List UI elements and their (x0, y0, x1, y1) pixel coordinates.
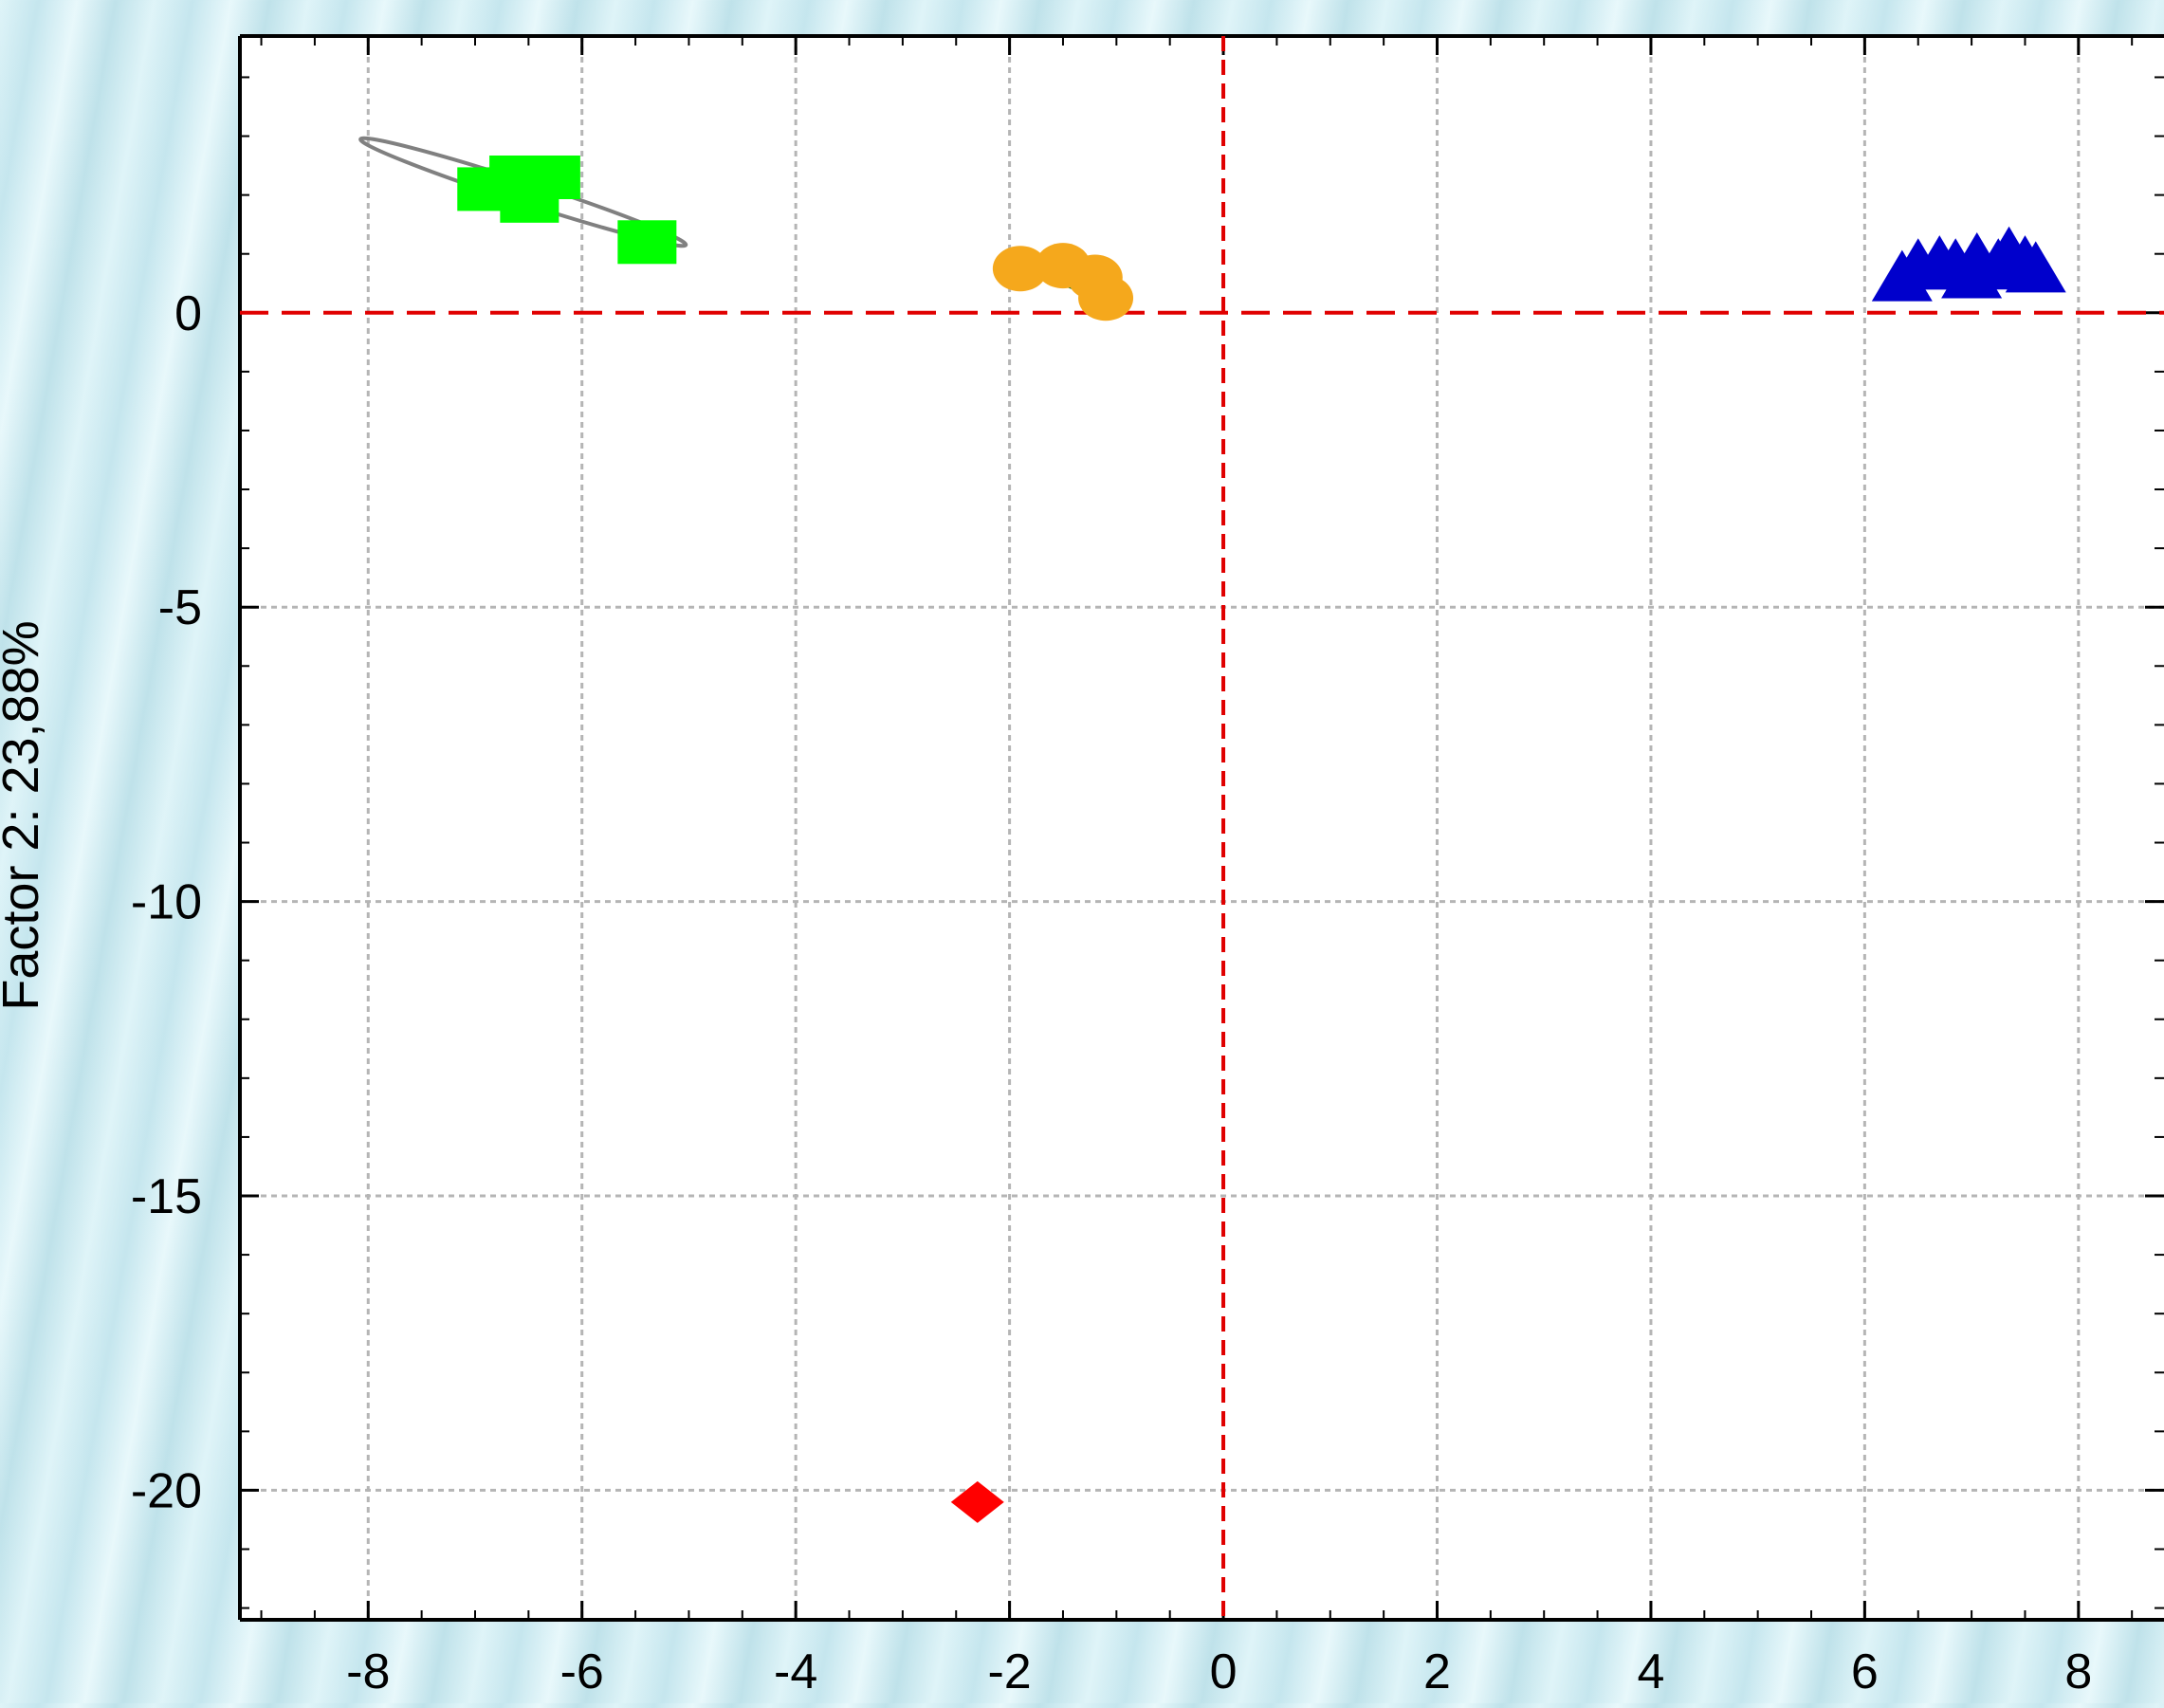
x-tick-label: -8 (346, 1644, 390, 1699)
x-tick-label: 4 (1637, 1644, 1664, 1699)
x-tick-label: -2 (987, 1644, 1031, 1699)
x-tick-label: 0 (1210, 1644, 1238, 1699)
y-axis-label: Factor 2: 23,88% (0, 620, 49, 1010)
reference-lines (240, 36, 2164, 1620)
axes (238, 34, 2164, 1622)
y-tick-label: 0 (174, 286, 202, 341)
y-tick-label: -15 (131, 1169, 202, 1224)
square-point (617, 220, 677, 265)
data-points (457, 155, 2066, 1523)
diamond-point (950, 1480, 1004, 1523)
y-tick-label: -10 (131, 875, 202, 930)
circle-point (1078, 275, 1134, 321)
x-tick-label: -6 (560, 1644, 604, 1699)
y-tick-label: -20 (131, 1463, 202, 1518)
circle-point (992, 246, 1048, 292)
x-tick-label: 8 (2064, 1644, 2092, 1699)
grid (240, 36, 2164, 1620)
triangle-point (1941, 247, 2003, 299)
x-tick-label: 6 (1851, 1644, 1879, 1699)
y-tick-label: -5 (158, 580, 202, 635)
x-tick-label: -4 (774, 1644, 817, 1699)
tick-labels: -8 -6 -4 -2 0 2 4 6 80-5-10-15-20 (131, 286, 2092, 1699)
plot-background (240, 36, 2164, 1620)
x-tick-label: 2 (1423, 1644, 1451, 1699)
triangle-point (2005, 241, 2066, 293)
square-point (500, 178, 559, 223)
